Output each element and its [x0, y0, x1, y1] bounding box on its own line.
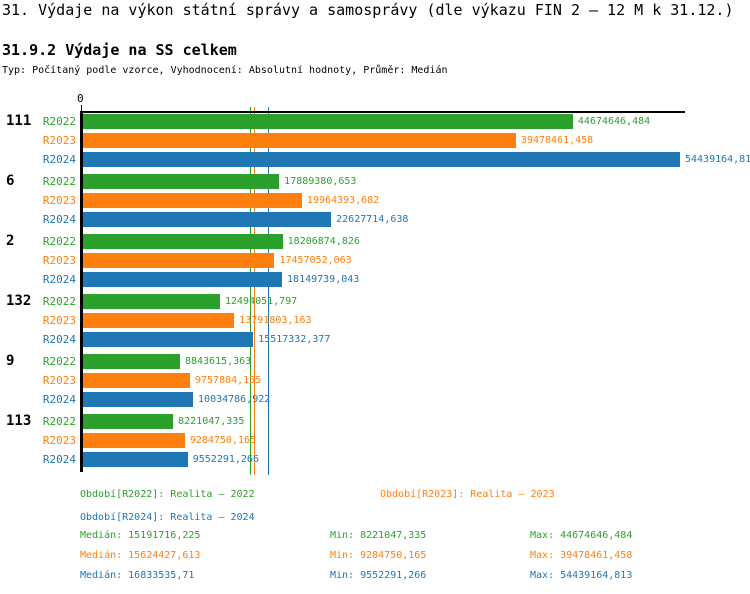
- stat-median-r2022: Medián: 15191716,225: [80, 530, 201, 541]
- stat-max-r2024: Max: 54439164,813: [530, 570, 633, 581]
- group-label: 9: [6, 353, 15, 369]
- group-label: 113: [6, 413, 32, 429]
- axis-tick-zero: [81, 105, 82, 111]
- bar-value-label: 9284750,165: [189, 435, 257, 446]
- bar: [83, 373, 190, 388]
- section-subtitle: 31.9.2 Výdaje na SS celkem: [2, 41, 237, 59]
- bar-value-label: 8843615,363: [184, 356, 252, 367]
- row-label-r2024: R2024: [42, 213, 76, 226]
- bar: [83, 174, 280, 189]
- stat-max-r2023: Max: 39478461,458: [530, 550, 633, 561]
- stat-min-r2024: Min: 9552291,266: [330, 570, 427, 581]
- median-line-r2024: [267, 107, 269, 475]
- bar: [83, 193, 302, 208]
- group-label: 2: [6, 233, 15, 249]
- bar: [83, 212, 332, 227]
- row-label-r2023: R2023: [42, 194, 76, 207]
- row-label-r2024: R2024: [42, 273, 76, 286]
- group-label: 6: [6, 173, 15, 189]
- bar: [83, 414, 174, 429]
- legend-period-r2023: Období[R2023]: Realita – 2023: [380, 489, 555, 500]
- bar: [83, 152, 680, 167]
- row-label-r2023: R2023: [42, 314, 76, 327]
- row-label-r2022: R2022: [42, 115, 76, 128]
- y-axis-line: [80, 111, 83, 472]
- bar: [83, 332, 254, 347]
- stat-min-r2022: Min: 8221047,335: [330, 530, 427, 541]
- bar-value-label: 12494051,797: [225, 296, 298, 307]
- page-title: 31. Výdaje na výkon státní správy a samo…: [2, 1, 734, 19]
- bar: [83, 313, 235, 328]
- bar-value-label: 10034786,922: [198, 394, 271, 405]
- row-label-r2023: R2023: [42, 434, 76, 447]
- median-line-r2022: [249, 107, 251, 475]
- row-label-r2024: R2024: [42, 453, 76, 466]
- bar-value-label: 15517332,377: [258, 334, 331, 345]
- bar: [83, 392, 194, 407]
- bar: [83, 354, 180, 369]
- bar: [83, 272, 283, 287]
- row-label-r2022: R2022: [42, 355, 76, 368]
- bar-value-label: 22627714,638: [336, 214, 409, 225]
- bar-value-label: 9757884,155: [195, 375, 262, 386]
- x-axis-line: [80, 111, 685, 113]
- bar: [83, 114, 573, 129]
- legend-period-r2022: Období[R2022]: Realita – 2022: [80, 489, 255, 500]
- bar: [83, 253, 275, 268]
- row-label-r2022: R2022: [42, 175, 76, 188]
- row-label-r2024: R2024: [42, 153, 76, 166]
- stat-median-r2023: Medián: 15624427,613: [80, 550, 201, 561]
- axis-origin-label: 0: [77, 92, 84, 105]
- bar-value-label: 19964393,682: [306, 195, 380, 206]
- row-label-r2022: R2022: [42, 295, 76, 308]
- bar-value-label: 8221047,335: [178, 416, 245, 427]
- indicator-meta-line: Typ: Počítaný podle vzorce, Vyhodnocení:…: [2, 65, 448, 76]
- row-label-r2022: R2022: [42, 235, 76, 248]
- bar-value-label: 18206874,826: [287, 236, 360, 247]
- bar: [83, 452, 188, 467]
- row-label-r2023: R2023: [42, 254, 76, 267]
- bar-value-label: 17457052,063: [279, 255, 352, 266]
- median-line-r2023: [254, 107, 256, 475]
- group-label: 132: [6, 293, 32, 309]
- bar-value-label: 54439164,813: [685, 154, 750, 165]
- bar: [83, 133, 516, 148]
- row-label-r2024: R2024: [42, 393, 76, 406]
- bar-value-label: 44674646,484: [577, 116, 651, 127]
- bar-value-label: 9552291,266: [192, 454, 259, 465]
- row-label-r2022: R2022: [42, 415, 76, 428]
- row-label-r2024: R2024: [42, 333, 76, 346]
- stat-min-r2023: Min: 9284750,165: [330, 550, 427, 561]
- stat-median-r2024: Medián: 16833535,71: [80, 570, 195, 581]
- row-label-r2023: R2023: [42, 374, 76, 387]
- row-label-r2023: R2023: [42, 134, 76, 147]
- bar: [83, 433, 185, 448]
- bar: [83, 234, 283, 249]
- group-label: 111: [6, 113, 32, 129]
- bar-value-label: 17889380,653: [284, 176, 357, 187]
- stat-max-r2022: Max: 44674646,484: [530, 530, 633, 541]
- bar-value-label: 18149739,043: [287, 274, 360, 285]
- bar-value-label: 13791803,163: [239, 315, 312, 326]
- bar-value-label: 39478461,458: [520, 135, 594, 146]
- bar: [83, 294, 220, 309]
- legend-period-r2024: Období[R2024]: Realita – 2024: [80, 512, 255, 523]
